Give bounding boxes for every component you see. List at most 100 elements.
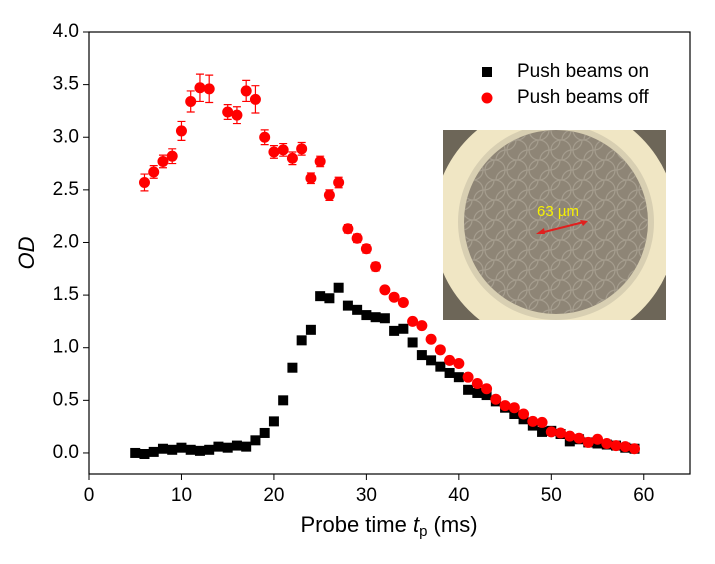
x-axis-title-part: t [413, 512, 420, 537]
x-tick-label: 20 [263, 485, 284, 506]
data-point [333, 282, 344, 293]
data-point [259, 131, 271, 143]
data-point [370, 312, 381, 323]
inset-arrow [539, 221, 585, 234]
data-point [194, 445, 205, 456]
inset-image [443, 130, 666, 320]
y-tick-label: 2.5 [53, 179, 79, 200]
data-point [434, 344, 446, 356]
data-point [453, 358, 465, 369]
data-point [305, 172, 317, 184]
data-point [416, 320, 428, 332]
data-point [518, 408, 530, 420]
data-point [564, 430, 576, 442]
data-point [148, 446, 159, 457]
y-tick-label: 1.5 [53, 284, 79, 305]
data-point [259, 427, 270, 438]
y-tick-label: 3.5 [53, 74, 79, 95]
inset-label: 63 µm [537, 203, 579, 220]
data-point [222, 442, 233, 453]
data-point [333, 176, 345, 188]
data-point [287, 362, 298, 373]
x-tick-label: 50 [541, 485, 562, 506]
data-point [351, 232, 363, 244]
data-point [379, 284, 391, 296]
data-point [619, 441, 631, 453]
data-point [314, 155, 326, 167]
data-point [435, 361, 446, 372]
x-tick-label: 60 [633, 485, 654, 506]
data-point [592, 433, 604, 445]
y-tick-label: 4.0 [53, 21, 79, 42]
data-point [324, 293, 335, 304]
data-point [157, 443, 168, 454]
data-point [601, 437, 613, 449]
x-tick-label: 40 [448, 485, 469, 506]
data-point [416, 350, 427, 361]
data-point [240, 85, 252, 97]
y-tick-label: 0.0 [53, 442, 79, 463]
data-point [204, 444, 215, 455]
data-point [407, 337, 418, 348]
inset-arrowheads [536, 220, 588, 234]
data-point [527, 415, 539, 427]
data-point [388, 291, 400, 303]
plot-frame [88, 31, 691, 475]
data-point [509, 409, 520, 420]
data-point [185, 95, 197, 107]
data-point [194, 82, 206, 94]
data-point [444, 367, 455, 378]
data-point [536, 416, 548, 428]
data-point [471, 377, 483, 389]
legend-marker [481, 92, 493, 104]
data-point [490, 393, 502, 405]
data-point [166, 150, 178, 162]
data-point [361, 310, 372, 321]
data-point [582, 436, 594, 448]
y-tick-label: 3.0 [53, 126, 79, 147]
x-axis-title-part: p [419, 523, 427, 540]
data-point [481, 383, 493, 395]
data-point [629, 443, 641, 455]
data-point [444, 354, 456, 366]
data-point [277, 144, 289, 156]
data-point [360, 243, 372, 255]
data-point [296, 335, 307, 346]
y-tick-label: 2.0 [53, 231, 79, 252]
data-point [389, 325, 400, 336]
data-point [370, 261, 382, 273]
data-point [499, 400, 511, 412]
data-point [175, 125, 187, 137]
data-point [555, 427, 567, 439]
y-tick-label: 0.5 [53, 389, 79, 410]
data-point [138, 176, 150, 188]
data-point [231, 440, 242, 451]
data-point [407, 315, 419, 327]
data-point [610, 440, 622, 452]
data-point [462, 371, 474, 383]
data-point [379, 313, 390, 324]
data-point [268, 146, 280, 158]
data-point [453, 372, 464, 383]
x-tick-label: 10 [171, 485, 192, 506]
data-point [203, 83, 215, 95]
data-point [397, 296, 409, 308]
data-point [426, 355, 437, 366]
data-point [398, 323, 409, 334]
data-point [296, 143, 308, 155]
x-axis-title: Probe time tp (ms) [300, 512, 477, 540]
data-point [537, 426, 548, 437]
data-point [286, 152, 298, 164]
data-point [352, 304, 363, 315]
data-point [250, 435, 261, 446]
legend-marker [482, 67, 492, 77]
data-point [139, 449, 150, 460]
data-point [268, 416, 279, 427]
data-point [157, 155, 169, 167]
data-point [508, 402, 520, 414]
data-point [315, 291, 326, 302]
data-point [130, 447, 141, 458]
data-point [305, 324, 316, 335]
